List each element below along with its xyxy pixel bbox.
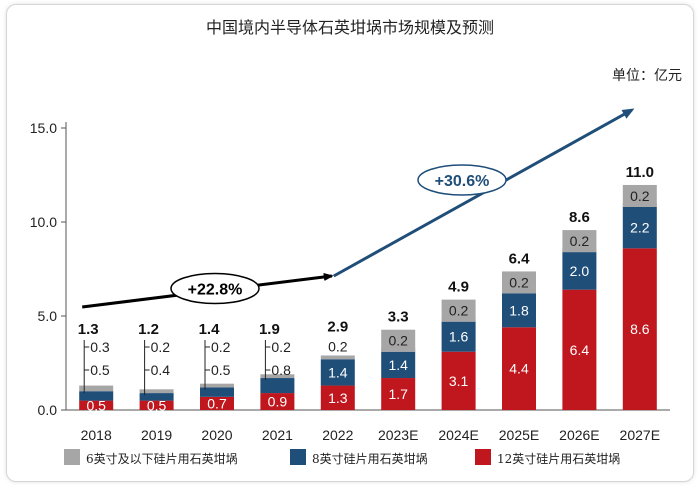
bar-value-label: 3.1 [449, 373, 469, 389]
bar-value-label: 0.5 [86, 397, 106, 413]
legend-label: 8英寸硅片用石英坩埚 [312, 452, 428, 466]
bar-value-label: 0.2 [509, 274, 529, 290]
unit-label: 单位：亿元 [612, 68, 682, 84]
bar-value-label: 2.2 [630, 220, 650, 236]
bar-segment [260, 378, 295, 394]
bar-segment [502, 327, 536, 410]
bar-value-label: 1.6 [449, 329, 469, 345]
bar-value-label: 0.5 [90, 362, 110, 378]
x-tick-label: 2021 [262, 427, 293, 443]
x-tick-label: 2022 [322, 427, 353, 443]
bar-segment [320, 359, 355, 386]
bar-segment [320, 355, 355, 360]
bar-value-label: 0.2 [630, 188, 650, 204]
legend-label: 6英寸及以下硅片用石英坩埚 [86, 452, 238, 466]
bar-segment [320, 385, 355, 410]
y-tick-label: 5.0 [38, 308, 58, 324]
bar-value-label: 4.4 [509, 361, 529, 377]
legend-swatch [290, 449, 306, 465]
bar-value-label: 1.4 [328, 364, 348, 380]
bar-total-label: 1.4 [199, 321, 221, 338]
bar-total-label: 3.3 [388, 309, 409, 326]
bar-total-label: 1.3 [78, 321, 99, 338]
bar-total-label: 1.2 [138, 321, 159, 338]
bar-value-label: 0.2 [570, 233, 590, 249]
bar-value-label: 0.2 [211, 339, 231, 355]
x-tick-label: 2020 [201, 427, 232, 443]
bar-value-label: 1.7 [388, 386, 408, 402]
bar-value-label: 0.4 [151, 362, 171, 378]
y-tick-label: 0.0 [38, 402, 58, 418]
bar-segment [502, 293, 536, 328]
bar-segment-extended [441, 299, 476, 322]
bar-segment [562, 252, 597, 290]
bar-value-label: 0.9 [268, 394, 288, 410]
bar-segment [381, 378, 416, 410]
bar-segment [200, 396, 234, 410]
bar-value-label: 2.0 [570, 263, 590, 279]
bar-segment-extended [562, 230, 597, 253]
bar-segment [79, 385, 114, 392]
x-tick-label: 2024E [438, 427, 478, 443]
growth-badge [417, 164, 507, 196]
bar-value-label: 0.2 [271, 339, 291, 355]
bar-segment [562, 289, 597, 410]
chart-title: 中国境内半导体石英坩埚市场规模及预测 [206, 18, 494, 37]
bar-segment [79, 400, 114, 410]
bar-total-label: 1.9 [259, 321, 280, 338]
bar-segment [441, 351, 476, 410]
legend-label: 12英寸硅片用石英坩埚 [497, 452, 620, 466]
bar-segment [260, 374, 295, 379]
bar-value-label: 0.5 [211, 362, 231, 378]
bar-value-label: 0.2 [449, 303, 469, 319]
bar-value-label: 6.4 [570, 342, 590, 358]
bar-total-label: 8.6 [569, 209, 590, 226]
legend-swatch [475, 449, 491, 465]
growth-badge [170, 272, 260, 305]
x-tick-label: 2025E [499, 427, 539, 443]
x-tick-label: 2019 [141, 427, 172, 443]
x-tick-label: 2023E [378, 427, 418, 443]
bar-value-label: 8.6 [630, 321, 650, 337]
bar-segment [139, 393, 174, 401]
growth-label: +22.8% [188, 282, 243, 299]
bar-total-label: 11.0 [626, 164, 654, 181]
bar-value-label: 1.8 [509, 302, 529, 318]
bar-segment-extended [622, 184, 657, 207]
bar-value-label: 0.7 [207, 395, 227, 411]
bar-segment-extended [381, 329, 416, 352]
bar-value-label: 0.3 [90, 339, 110, 355]
x-tick-label: 2027E [620, 427, 660, 443]
bar-segment [622, 206, 657, 249]
x-tick-label: 2026E [559, 427, 599, 443]
bar-value-label: 0.5 [147, 397, 167, 413]
growth-label: +30.6% [435, 173, 490, 190]
bar-segment [441, 321, 476, 352]
bar-segment [381, 351, 416, 379]
bar-total-label: 6.4 [509, 250, 531, 267]
bar-segment [200, 387, 234, 397]
bar-value-label: 0.8 [271, 362, 291, 378]
bar-segment [622, 248, 657, 410]
bar-total-label: 4.9 [448, 279, 469, 296]
bar-value-label: 0.2 [151, 339, 171, 355]
y-tick-label: 15.0 [30, 120, 57, 136]
legend-swatch [64, 449, 80, 465]
bar-value-label: 0.2 [328, 338, 348, 354]
bar-segment-extended [502, 271, 536, 294]
bar-segment [139, 389, 174, 394]
bar-value-label: 0.2 [388, 333, 408, 349]
bar-segment [79, 391, 114, 401]
x-tick-label: 2018 [81, 427, 112, 443]
bar-value-label: 1.4 [388, 357, 408, 373]
bar-value-label: 1.3 [328, 390, 348, 406]
bar-total-label: 2.9 [327, 318, 348, 335]
y-tick-label: 10.0 [30, 214, 57, 230]
bar-segment [200, 383, 234, 388]
bar-segment [139, 400, 174, 410]
bar-segment [260, 393, 295, 410]
